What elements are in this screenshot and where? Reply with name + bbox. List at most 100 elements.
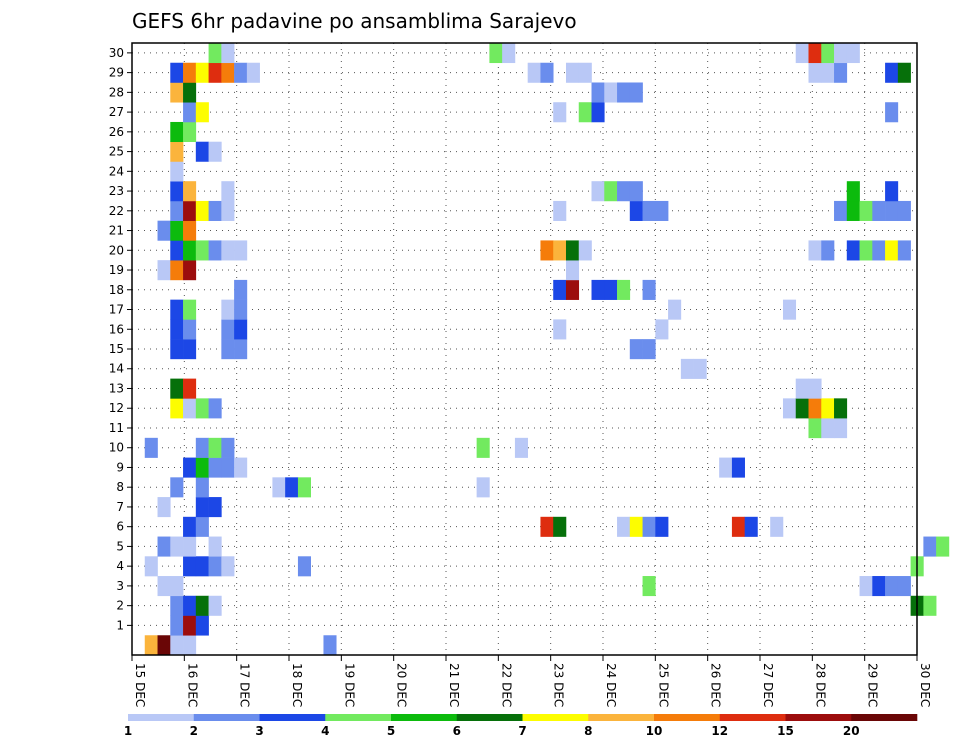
heatmap-cell	[617, 516, 631, 537]
heatmap-cell	[642, 516, 656, 537]
heatmap-cell	[821, 418, 835, 439]
heatmap-cell	[680, 358, 694, 379]
heatmap-cell	[859, 576, 873, 597]
heatmap-cell	[553, 279, 567, 300]
heatmap-cell	[195, 556, 209, 577]
y-tick-label: 30	[109, 46, 124, 60]
heatmap-cell	[221, 556, 235, 577]
heatmap-cell	[565, 260, 580, 281]
heatmap-cell	[170, 319, 184, 340]
heatmap-cell	[170, 615, 184, 636]
heatmap-cell	[183, 220, 197, 241]
chart-title: GEFS 6hr padavine po ansamblima Sarajevo	[132, 9, 577, 33]
heatmap-cell	[578, 62, 592, 83]
y-tick-label: 1	[116, 618, 124, 632]
heatmap-cell	[795, 43, 809, 64]
legend-label: 8	[584, 724, 592, 738]
heatmap-cell	[655, 200, 669, 221]
y-tick-label: 20	[109, 243, 124, 257]
heatmap-cell	[221, 240, 235, 261]
cells-layer	[144, 43, 950, 656]
y-tick-label: 16	[109, 322, 124, 336]
y-tick-label: 22	[109, 204, 124, 218]
y-tick-label: 6	[116, 520, 124, 534]
heatmap-cell	[221, 319, 235, 340]
heatmap-cell	[591, 82, 605, 103]
heatmap-cell	[553, 516, 567, 537]
heatmap-cell	[642, 576, 656, 597]
heatmap-cell	[565, 279, 580, 300]
heatmap-cell	[629, 181, 643, 202]
heatmap-cell	[183, 240, 197, 261]
heatmap-cell	[655, 319, 669, 340]
y-tick-label: 14	[109, 362, 124, 376]
x-tick-label: 20 DEC	[395, 663, 409, 707]
heatmap-cell	[195, 497, 209, 518]
heatmap-cell	[183, 615, 197, 636]
y-tick-label: 24	[109, 164, 124, 178]
heatmap-cell	[808, 43, 822, 64]
heatmap-cell	[897, 576, 911, 597]
heatmap-cell	[629, 82, 643, 103]
heatmap-cell	[221, 299, 235, 320]
y-tick-label: 26	[109, 125, 124, 139]
legend-swatch	[456, 714, 523, 721]
heatmap-cell	[834, 43, 848, 64]
heatmap-cell	[489, 43, 503, 64]
heatmap-cell	[272, 477, 286, 498]
heatmap-cell	[234, 319, 248, 340]
heatmap-cell	[897, 240, 911, 261]
legend-swatch	[785, 714, 852, 721]
heatmap-cell	[808, 378, 822, 399]
heatmap-cell	[782, 299, 797, 320]
y-tick-label: 17	[109, 303, 124, 317]
heatmap-cell	[157, 497, 171, 518]
x-tick-label: 30 DEC	[918, 663, 932, 707]
heatmap-cell	[144, 437, 158, 458]
heatmap-cell	[323, 635, 337, 656]
legend-label: 3	[255, 724, 263, 738]
x-tick-label: 22 DEC	[499, 663, 513, 707]
heatmap-cell	[170, 240, 184, 261]
heatmap-cell	[183, 536, 197, 557]
y-axis: 1234567891011121314151617181920212223242…	[109, 46, 132, 632]
heatmap-cell	[553, 200, 567, 221]
heatmap-cell	[897, 62, 911, 83]
heatmap-cell	[795, 398, 809, 419]
heatmap-cell	[170, 62, 184, 83]
y-tick-label: 3	[116, 579, 124, 593]
legend-swatch	[522, 714, 589, 721]
y-tick-label: 23	[109, 184, 124, 198]
heatmap-cell	[540, 62, 554, 83]
heatmap-cell	[808, 62, 822, 83]
legend-label: 12	[711, 724, 728, 738]
heatmap-cell	[514, 437, 528, 458]
x-tick-label: 29 DEC	[866, 663, 880, 707]
y-tick-label: 11	[109, 421, 124, 435]
legend-swatch	[654, 714, 721, 721]
heatmap-cell	[144, 556, 158, 577]
legend-swatch	[128, 714, 195, 721]
heatmap-cell	[629, 339, 643, 360]
y-tick-label: 13	[109, 381, 124, 395]
y-tick-label: 28	[109, 85, 124, 99]
x-tick-label: 25 DEC	[656, 663, 670, 707]
heatmap-cell	[170, 181, 184, 202]
heatmap-cell	[846, 181, 860, 202]
heatmap-cell	[157, 635, 171, 656]
heatmap-cell	[183, 299, 197, 320]
heatmap-cell	[221, 339, 235, 360]
heatmap-cell	[157, 220, 171, 241]
heatmap-cell	[170, 536, 184, 557]
heatmap-cell	[821, 62, 835, 83]
heatmap-cell	[195, 102, 209, 123]
heatmap-cell	[642, 339, 656, 360]
heatmap-cell	[719, 457, 733, 478]
heatmap-cell	[540, 516, 554, 537]
y-tick-label: 5	[116, 539, 124, 553]
x-tick-label: 27 DEC	[761, 663, 775, 707]
heatmap-cell	[157, 536, 171, 557]
x-tick-label: 17 DEC	[238, 663, 252, 707]
heatmap-cell	[731, 516, 745, 537]
